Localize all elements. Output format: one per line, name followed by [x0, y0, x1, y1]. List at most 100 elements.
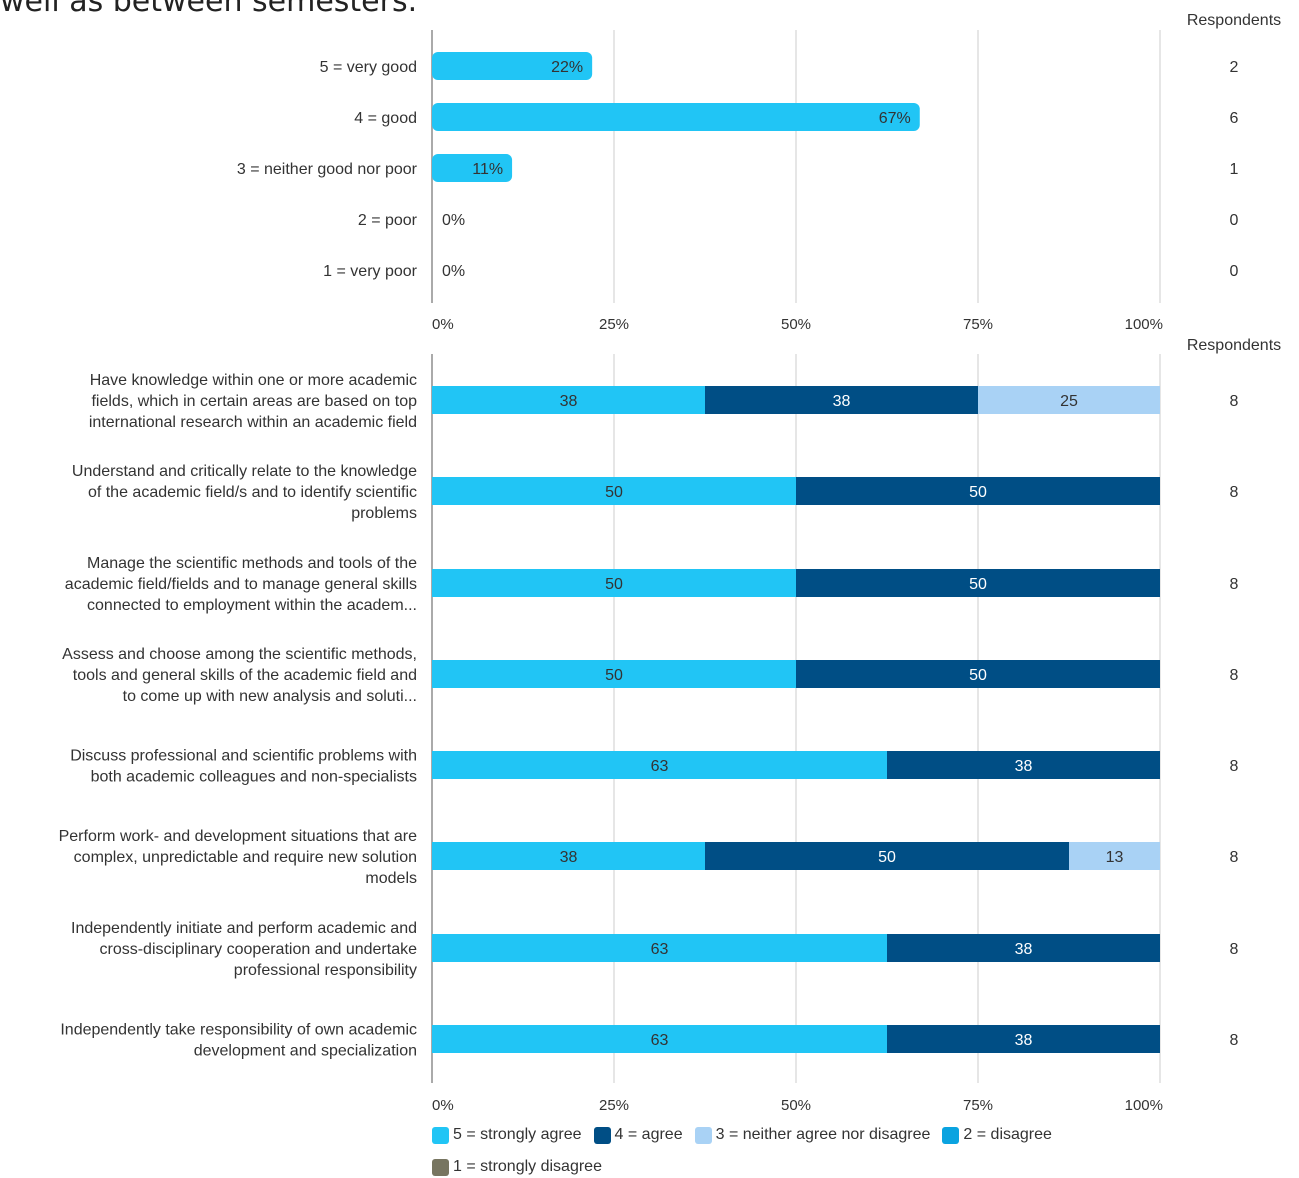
category-label: 1 = very poor	[323, 263, 418, 280]
segment-value-label: 50	[605, 667, 623, 684]
bar-value-label: 22%	[551, 59, 583, 76]
x-tick-label: 25%	[599, 316, 629, 333]
respondent-count: 0	[1230, 263, 1239, 280]
category-label: complex, unpredictable and require new s…	[74, 849, 417, 866]
segment-value-label: 63	[651, 941, 669, 958]
x-tick-label: 50%	[781, 1097, 811, 1114]
category-label: Perform work- and development situations…	[59, 828, 418, 845]
segment-value-label: 63	[651, 758, 669, 775]
bar-segment	[796, 477, 1160, 505]
category-label: problems	[351, 505, 417, 522]
category-label: Have knowledge within one or more academ…	[90, 372, 417, 389]
respondent-count: 8	[1230, 484, 1239, 501]
category-label: to come up with new analysis and soluti.…	[123, 688, 417, 705]
segment-value-label: 38	[560, 393, 578, 410]
x-tick-label: 75%	[963, 316, 993, 333]
segment-value-label: 38	[560, 849, 578, 866]
legend-label: 3 = neither agree nor disagree	[715, 1126, 931, 1143]
bar-value-label: 67%	[879, 110, 911, 127]
category-label: 2 = poor	[358, 212, 418, 229]
category-label: 4 = good	[354, 110, 417, 127]
bar	[432, 154, 513, 182]
legend-item: 5 = strongly agree	[432, 1124, 582, 1146]
category-label: 5 = very good	[320, 59, 417, 76]
category-label: Discuss professional and scientific prob…	[70, 748, 417, 765]
bar-segment	[432, 569, 796, 597]
legend-item: 4 = agree	[593, 1124, 683, 1146]
legend-item: 2 = disagree	[942, 1124, 1052, 1146]
segment-value-label: 50	[969, 667, 987, 684]
bar-segment	[705, 842, 1069, 870]
respondents-header: Respondents	[1187, 12, 1281, 29]
legend-label: 2 = disagree	[963, 1126, 1052, 1143]
x-tick-label: 50%	[781, 316, 811, 333]
respondent-count: 8	[1230, 849, 1239, 866]
segment-value-label: 38	[1015, 758, 1033, 775]
bar-segment	[978, 386, 1160, 414]
category-label: 3 = neither good nor poor	[237, 161, 418, 178]
bar-segment	[432, 842, 705, 870]
bar-segment	[432, 934, 887, 962]
segment-value-label: 38	[1015, 941, 1033, 958]
x-tick-label: 0%	[432, 1097, 454, 1114]
respondent-count: 2	[1230, 59, 1239, 76]
bar-segment	[887, 934, 1160, 962]
segment-value-label: 50	[605, 576, 623, 593]
category-label: Independently take responsibility of own…	[60, 1022, 417, 1039]
bar-segment	[432, 660, 796, 688]
segment-value-label: 38	[1015, 1032, 1033, 1049]
x-tick-label: 25%	[599, 1097, 629, 1114]
legend-swatch	[432, 1126, 449, 1144]
page-title: well as between semesters.	[0, 0, 418, 19]
category-label: Assess and choose among the scientific m…	[62, 646, 417, 663]
x-tick-label: 75%	[963, 1097, 993, 1114]
category-label: models	[365, 870, 417, 887]
segment-value-label: 50	[878, 849, 896, 866]
legend-label: 1 = strongly disagree	[453, 1158, 602, 1175]
bar-segment	[796, 660, 1160, 688]
bar	[432, 103, 920, 131]
bar-segment	[432, 477, 796, 505]
category-label: tools and general skills of the academic…	[73, 667, 417, 684]
legend-swatch	[942, 1126, 960, 1144]
respondent-count: 1	[1230, 161, 1239, 178]
category-label: fields, which in certain areas are based…	[91, 393, 417, 410]
bar-segment	[432, 386, 705, 414]
bar-segment	[432, 751, 887, 779]
segment-value-label: 25	[1060, 393, 1078, 410]
legend: 5 = strongly agree 4 = agree 3 = neither a…	[432, 1124, 1132, 1178]
bar-segment	[1069, 842, 1160, 870]
category-label: of the academic field/s and to identify …	[88, 484, 417, 501]
legend-swatch	[694, 1126, 712, 1144]
respondent-count: 8	[1230, 393, 1239, 410]
respondent-count: 0	[1230, 212, 1239, 229]
respondent-count: 8	[1230, 758, 1239, 775]
segment-value-label: 38	[833, 393, 851, 410]
bar-segment	[887, 751, 1160, 779]
segment-value-label: 50	[969, 484, 987, 501]
legend-item: 3 = neither agree nor disagree	[694, 1124, 931, 1146]
x-tick-label: 100%	[1125, 1097, 1163, 1114]
bar-segment	[705, 386, 978, 414]
segment-value-label: 50	[605, 484, 623, 501]
category-label: cross-disciplinary cooperation and under…	[99, 941, 417, 958]
segment-value-label: 50	[969, 576, 987, 593]
respondents-header: Respondents	[1187, 337, 1281, 354]
respondent-count: 8	[1230, 667, 1239, 684]
segment-value-label: 13	[1106, 849, 1124, 866]
respondent-count: 8	[1230, 941, 1239, 958]
category-label: development and specialization	[194, 1043, 417, 1060]
respondent-count: 6	[1230, 110, 1239, 127]
legend-swatch	[432, 1158, 449, 1176]
x-tick-label: 0%	[432, 316, 454, 333]
bar-value-label: 0%	[442, 263, 465, 280]
legend-item: 1 = strongly disagree	[432, 1156, 602, 1178]
legend-swatch	[593, 1126, 611, 1144]
legend-label: 4 = agree	[614, 1126, 683, 1143]
bar-value-label: 11%	[472, 161, 503, 178]
category-label: Manage the scientific methods and tools …	[87, 555, 417, 572]
x-tick-label: 100%	[1125, 316, 1163, 333]
bar-segment	[887, 1025, 1160, 1053]
category-label: connected to employment within the acade…	[87, 597, 417, 614]
category-label: both academic colleagues and non-special…	[91, 769, 417, 786]
